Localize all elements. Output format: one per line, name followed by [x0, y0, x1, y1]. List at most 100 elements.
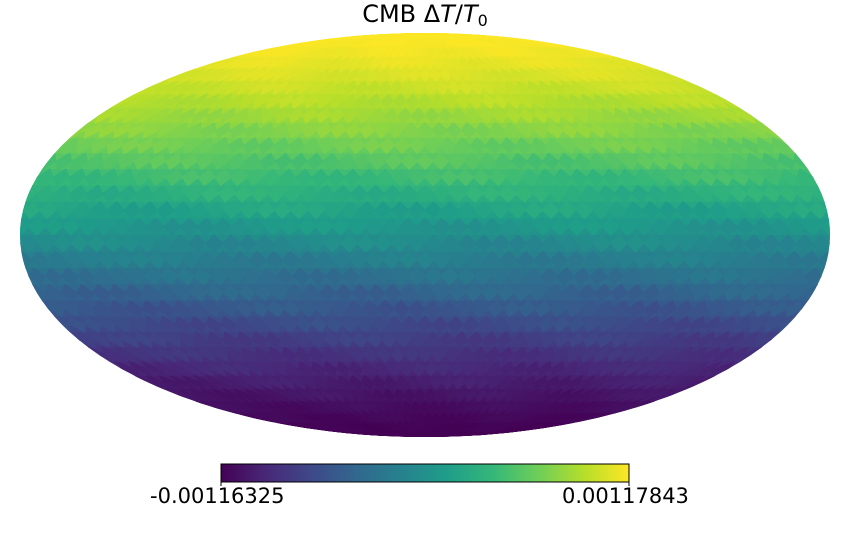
map-pixel	[644, 299, 662, 318]
map-pixel	[408, 37, 416, 49]
map-pixel	[134, 92, 161, 110]
map-pixel	[464, 374, 478, 390]
map-pixel	[352, 331, 369, 349]
map-pixel	[110, 299, 128, 318]
map-pixel	[633, 121, 650, 139]
map-pixel	[318, 136, 336, 155]
map-pixel	[480, 400, 493, 414]
map-pixel	[326, 374, 340, 390]
map-pixel	[747, 168, 766, 187]
colorbar	[220, 463, 630, 483]
map-pixel	[750, 250, 770, 269]
map-pixel	[785, 299, 803, 318]
map-pixel	[516, 79, 530, 96]
map-pixel	[91, 331, 111, 349]
map-pixel	[290, 400, 314, 414]
map-pixel	[310, 315, 328, 334]
map-pixel	[584, 400, 617, 414]
map-pixel	[308, 412, 336, 424]
map-pixel	[383, 388, 395, 403]
map-pixel	[411, 400, 422, 414]
map-pixel	[380, 411, 393, 425]
map-pixel	[800, 250, 820, 269]
map-pixel	[468, 93, 483, 110]
map-pixel	[151, 184, 170, 203]
map-pixel	[244, 388, 268, 402]
map-pixel	[44, 267, 63, 286]
map-pixel	[618, 168, 637, 187]
map-pixel	[284, 412, 317, 424]
map-pixel	[349, 374, 363, 390]
map-pixel	[481, 80, 495, 96]
map-pixel	[295, 315, 313, 334]
map-band	[20, 57, 830, 64]
map-pixel	[249, 68, 273, 82]
map-pixel	[337, 400, 355, 415]
map-pixel	[545, 136, 562, 155]
map-pixel	[795, 184, 814, 203]
map-pixel	[446, 38, 460, 48]
map-pixel	[392, 421, 406, 432]
map-pixel	[457, 411, 470, 425]
map-pixel	[455, 93, 471, 110]
map-pixel	[114, 250, 133, 269]
map-pixel	[322, 152, 340, 171]
map-pixel	[301, 121, 318, 139]
map-band	[20, 62, 830, 70]
map-pixel	[761, 234, 780, 253]
map-pixel	[628, 299, 646, 318]
map-pixel	[281, 400, 306, 414]
map-pixel	[406, 430, 426, 437]
map-pixel	[64, 250, 83, 269]
map-pixel	[634, 346, 651, 363]
map-pixel	[365, 217, 384, 236]
map-pixel	[432, 184, 451, 203]
map-pixel	[235, 299, 253, 318]
map-pixel	[233, 107, 249, 124]
map-pixel	[348, 412, 367, 424]
map-pixel	[356, 107, 372, 124]
map-pixel	[498, 184, 517, 203]
map-pixel	[424, 201, 443, 220]
map-pixel	[493, 80, 507, 96]
map-pixel	[406, 46, 415, 59]
map-pixel	[491, 201, 510, 220]
map-band	[20, 210, 830, 220]
map-pixel	[164, 107, 183, 124]
map-pixel	[680, 184, 699, 203]
map-pixel	[157, 283, 176, 302]
map-pixel	[627, 107, 644, 124]
map-pixel	[297, 217, 317, 236]
map-pixel	[502, 299, 521, 318]
map-pixel	[372, 374, 386, 390]
map-band	[20, 268, 830, 278]
map-pixel	[117, 152, 136, 171]
map-pixel	[553, 168, 572, 187]
map-pixel	[465, 184, 484, 203]
map-pixel	[356, 315, 373, 334]
map-pixel	[246, 168, 265, 187]
map-pixel	[704, 121, 722, 139]
map-pixel	[539, 331, 556, 349]
map-pixel	[262, 168, 281, 187]
map-pixel	[549, 250, 569, 269]
map-pixel	[367, 283, 386, 302]
map-pixel	[642, 283, 661, 302]
map-pixel	[174, 315, 192, 334]
map-pixel	[267, 299, 285, 318]
map-pixel	[626, 234, 646, 253]
map-pixel	[129, 217, 148, 236]
map-pixel	[150, 331, 167, 349]
map-pixel	[289, 234, 308, 253]
map-pixel	[658, 283, 677, 302]
map-pixel	[300, 400, 322, 414]
map-pixel	[36, 184, 55, 203]
map-pixel	[480, 67, 493, 83]
map-pixel	[767, 250, 786, 269]
map-pixel	[206, 107, 223, 124]
map-pixel	[708, 360, 736, 377]
map-pixel	[357, 400, 370, 414]
map-pixel	[675, 375, 704, 390]
map-pixel	[648, 80, 674, 95]
